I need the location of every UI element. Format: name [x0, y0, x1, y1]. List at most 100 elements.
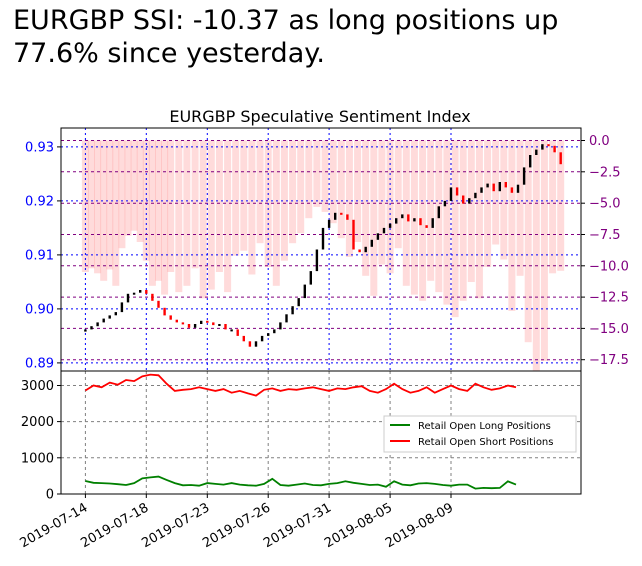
- price-tick-label-0: 0.89: [25, 356, 54, 371]
- ssi-bar-4: [106, 140, 114, 270]
- price-candle-25: [236, 329, 239, 336]
- date-tick-label-1: 2019-07-18: [78, 500, 151, 551]
- price-candle-40: [327, 219, 331, 228]
- price-candle-61: [455, 187, 459, 196]
- price-candle-44: [352, 219, 355, 250]
- price-candle-2: [96, 322, 99, 327]
- price-candle-28: [254, 341, 258, 347]
- price-candle-74: [535, 149, 538, 155]
- price-candle-51: [395, 218, 398, 224]
- price-candle-29: [260, 335, 264, 342]
- price-candle-43: [346, 214, 349, 220]
- positions-panel: 01000200030002019-07-142019-07-182019-07…: [17, 370, 582, 551]
- price-candle-34: [291, 306, 294, 315]
- ssi-bar-21: [224, 140, 232, 293]
- long-positions-line: [85, 475, 517, 490]
- price-candle-22: [218, 324, 221, 326]
- ssi-tick-label-0: 0.0: [589, 134, 610, 149]
- short-positions-line: [84, 373, 517, 397]
- ssi-bar-51: [467, 140, 475, 282]
- price-candle-55: [419, 218, 422, 226]
- ssi-bar-3: [100, 140, 108, 281]
- price-candle-12: [157, 300, 160, 308]
- ssi-bar-58: [524, 140, 532, 343]
- ssi-bar-17: [191, 140, 199, 269]
- ssi-bar-54: [492, 140, 500, 245]
- ssi-bar-46: [427, 140, 435, 281]
- ssi-bar-25: [256, 140, 264, 244]
- ssi-bar-22: [232, 140, 240, 256]
- ssi-bar-7: [124, 140, 132, 236]
- price-candle-53: [407, 214, 410, 222]
- price-candle-27: [248, 341, 252, 347]
- price-candle-73: [529, 155, 532, 168]
- ssi-bar-34: [329, 140, 337, 224]
- ssi-bar-59: [532, 140, 540, 371]
- price-candle-11: [151, 293, 154, 301]
- ssi-bar-6: [118, 140, 126, 249]
- price-candle-15: [175, 319, 178, 323]
- ssi-bar-14: [167, 140, 175, 272]
- price-candle-50: [388, 223, 392, 228]
- ssi-bar-9: [136, 140, 144, 242]
- bottom-plot-frame: [60, 370, 582, 495]
- legend-box: [383, 415, 577, 453]
- price-candle-17: [187, 324, 191, 328]
- ssi-bar-52: [475, 140, 483, 299]
- price-candle-20: [206, 320, 209, 323]
- ssi-bar-48: [443, 140, 451, 305]
- price-candle-21: [212, 322, 215, 326]
- price-candle-46: [364, 246, 367, 253]
- ssi-bar-20: [215, 140, 223, 272]
- price-candle-42: [340, 212, 343, 215]
- price-candle-39: [321, 227, 325, 250]
- ssi-bar-39: [370, 140, 378, 296]
- ssi-bar-2: [94, 140, 102, 274]
- ssi-bar-24: [248, 140, 256, 275]
- ssi-bar-30: [297, 140, 305, 234]
- price-candle-69: [504, 182, 507, 188]
- ssi-bar-29: [289, 140, 297, 244]
- ssi-bar-61: [549, 140, 557, 274]
- price-candle-41: [334, 212, 337, 220]
- price-candle-36: [303, 284, 306, 299]
- date-tick-label-2: 2019-07-23: [139, 500, 212, 551]
- chart-title: EURGBP Speculative Sentiment Index: [169, 107, 470, 126]
- ssi-bar-44: [410, 140, 418, 295]
- ssi-bar-0: [81, 140, 89, 272]
- price-candle-30: [267, 333, 270, 336]
- ssi-bar-42: [394, 140, 402, 249]
- legend-label-long: Retail Open Long Positions: [418, 421, 551, 432]
- price-candle-76: [547, 144, 550, 147]
- ssi-bar-33: [321, 140, 329, 212]
- ssi-tick-label-3: −7.5: [589, 228, 621, 243]
- ssi-bar-40: [378, 140, 386, 265]
- ssi-bar-16: [183, 140, 191, 286]
- ssi-bar-1: [88, 140, 95, 269]
- date-tick-label-4: 2019-07-31: [261, 500, 334, 551]
- legend: Retail Open Long Positions Retail Open S…: [383, 415, 577, 453]
- price-candle-64: [474, 192, 477, 199]
- price-candle-37: [309, 271, 312, 285]
- price-candle-9: [139, 290, 142, 293]
- price-candle-47: [370, 239, 373, 247]
- ssi-tick-label-2: −5.0: [589, 197, 621, 212]
- price-candle-72: [522, 167, 526, 185]
- ssi-bar-57: [516, 140, 524, 276]
- ssi-bar-62: [557, 140, 565, 271]
- ssi-bar-38: [362, 140, 370, 276]
- price-candle-75: [541, 144, 544, 150]
- date-tick-label-3: 2019-07-26: [200, 500, 273, 551]
- ssi-bar-18: [199, 140, 207, 299]
- ssi-bar-56: [508, 140, 516, 311]
- price-candle-70: [510, 187, 514, 193]
- ssi-bar-8: [130, 140, 138, 231]
- ssi-bar-13: [161, 140, 169, 295]
- price-candle-10: [145, 290, 148, 294]
- price-tick-label-1: 0.90: [25, 302, 54, 317]
- price-candle-67: [492, 183, 495, 192]
- ssi-bar-32: [313, 140, 321, 207]
- price-candle-6: [120, 302, 124, 313]
- price-candle-33: [285, 314, 288, 323]
